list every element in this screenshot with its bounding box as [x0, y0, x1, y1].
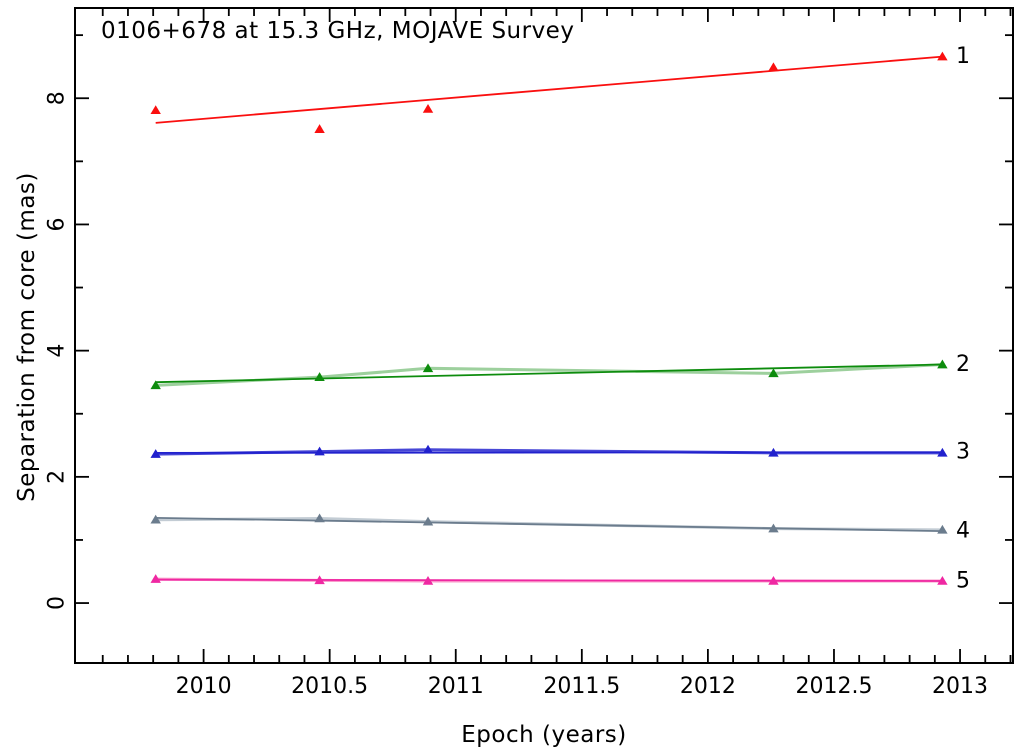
series-2-marker: [768, 368, 779, 378]
series-4-marker: [937, 524, 948, 534]
series-2-marker: [937, 359, 948, 369]
series-2-marker: [150, 380, 161, 390]
series-4-label: 4: [956, 519, 970, 544]
series-1-marker: [150, 105, 161, 115]
series-3-marker: [937, 447, 948, 457]
y-tick-label: 0: [45, 596, 70, 610]
series-2-fit-line: [155, 363, 943, 384]
series-4-marker: [768, 523, 779, 533]
series-4-fit-line: [155, 516, 943, 533]
x-tick-label: 2012: [680, 674, 736, 699]
series-1-fit-line: [155, 55, 943, 124]
series-1-marker: [768, 62, 779, 72]
x-tick-label: 2011: [428, 674, 484, 699]
series-3-marker: [422, 444, 434, 454]
x-tick-label: 2010: [176, 674, 232, 699]
series-3-label: 3: [956, 440, 970, 465]
series-5-fit-line: [155, 578, 943, 582]
series-4-marker: [422, 516, 434, 526]
x-tick-label: 2012.5: [795, 674, 872, 699]
series-2-marker: [422, 363, 434, 373]
series-1-marker: [314, 124, 325, 133]
series-4-marker: [314, 513, 325, 523]
x-tick-label: 2013: [932, 674, 988, 699]
series-1-marker: [422, 103, 434, 113]
series-5-marker: [150, 574, 161, 583]
x-axis-label: Epoch (years): [461, 722, 627, 748]
series-3-marker: [314, 446, 325, 456]
series-5-marker: [768, 575, 779, 585]
chart-title: 0106+678 at 15.3 GHz, MOJAVE Survey: [101, 18, 575, 44]
series-3-marker: [768, 447, 779, 457]
series-5-marker: [314, 575, 325, 585]
y-tick-label: 6: [45, 217, 70, 231]
y-tick-label: 2: [45, 470, 70, 484]
series-1-marker: [937, 51, 948, 61]
series-3-fit-line: [155, 451, 943, 454]
series-5-marker: [937, 575, 948, 585]
series-4-marker: [150, 514, 161, 524]
series-2-marker: [314, 372, 325, 381]
series-5-label: 5: [956, 568, 970, 593]
series-3-marker: [150, 449, 161, 458]
plot-frame: [74, 7, 1014, 664]
series-1-label: 1: [956, 44, 970, 69]
series-5-marker: [422, 575, 434, 585]
series-2-label: 2: [956, 352, 970, 377]
y-tick-label: 4: [45, 344, 70, 358]
x-tick-label: 2011.5: [543, 674, 620, 699]
y-tick-label: 8: [45, 91, 70, 105]
x-tick-label: 2010.5: [291, 674, 368, 699]
